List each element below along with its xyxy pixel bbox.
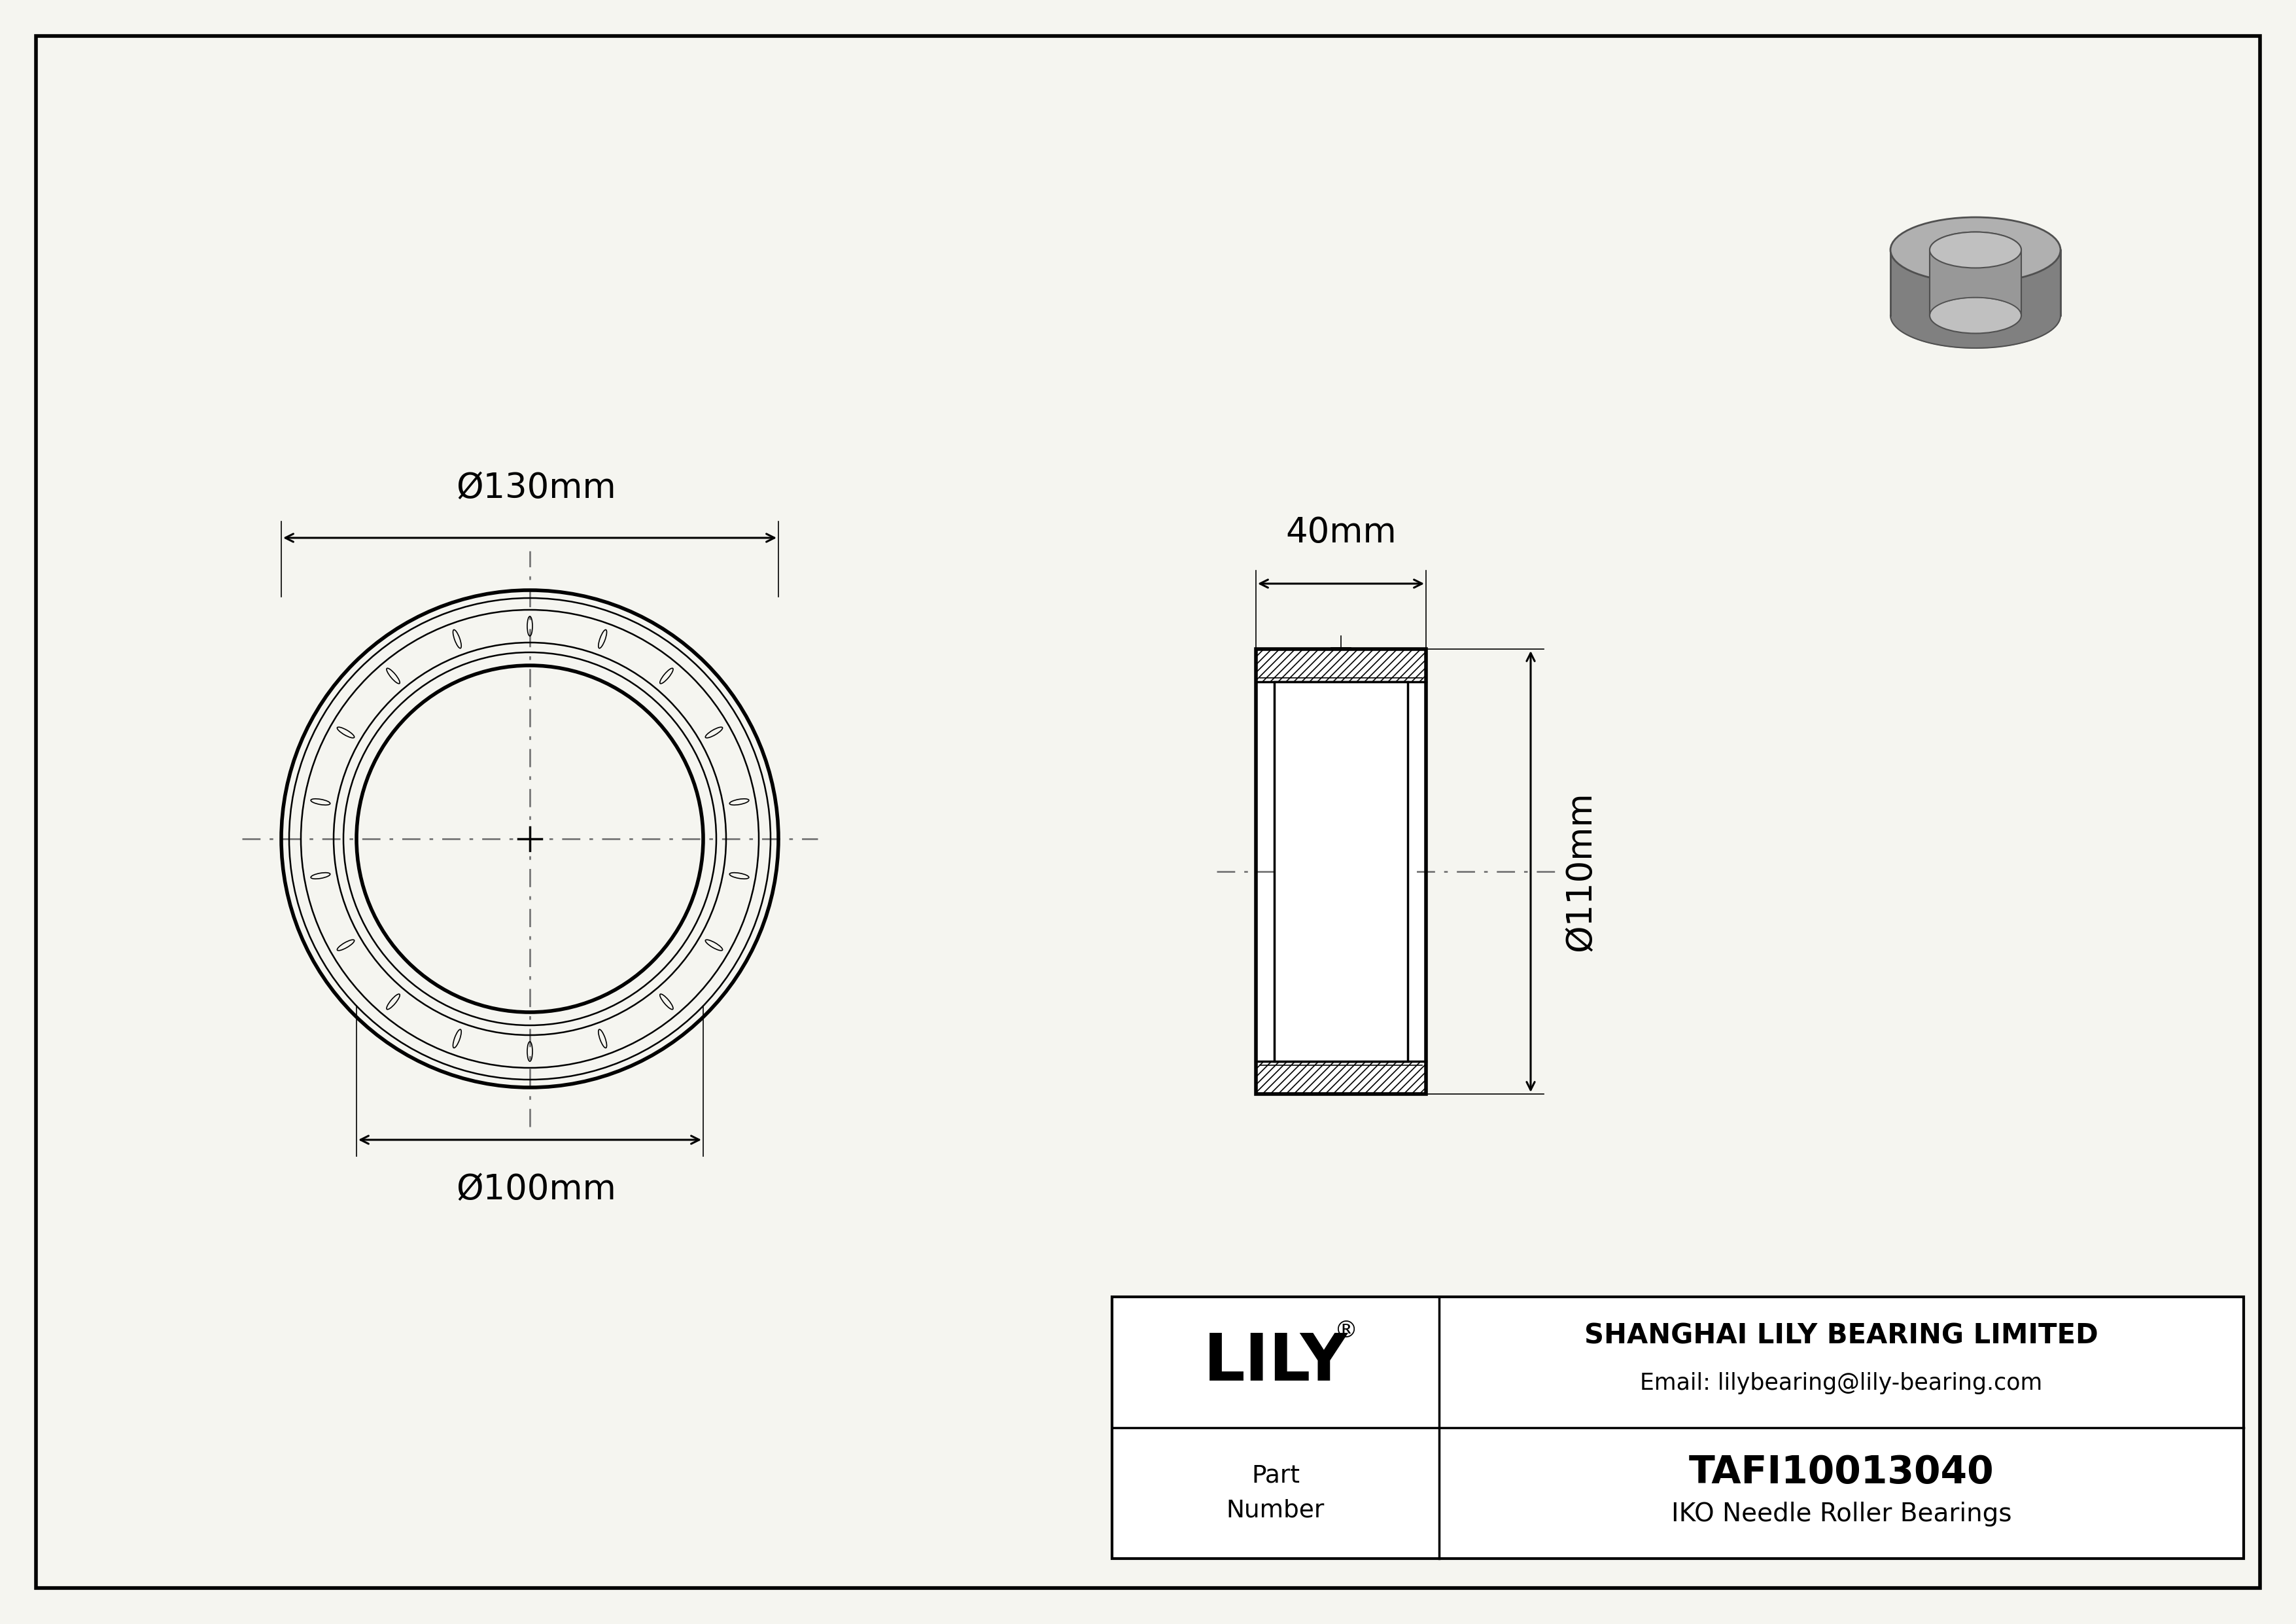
Text: Ø130mm: Ø130mm bbox=[457, 471, 615, 505]
Text: ®: ® bbox=[1334, 1320, 1357, 1341]
Bar bbox=[1274, 682, 1407, 1062]
Ellipse shape bbox=[1890, 218, 2060, 283]
Text: TAFI10013040: TAFI10013040 bbox=[1690, 1453, 1993, 1491]
Polygon shape bbox=[1890, 250, 2060, 348]
Bar bbox=[1256, 650, 1426, 1095]
Text: Ø110mm: Ø110mm bbox=[1564, 791, 1598, 952]
Bar bbox=[1111, 1298, 2243, 1559]
Text: Part
Number: Part Number bbox=[1226, 1465, 1325, 1522]
Text: LILY: LILY bbox=[1203, 1330, 1348, 1393]
Polygon shape bbox=[1929, 232, 2020, 315]
Text: Email: lilybearing@lily-bearing.com: Email: lilybearing@lily-bearing.com bbox=[1639, 1372, 2043, 1395]
Bar bbox=[1256, 650, 1426, 1095]
Ellipse shape bbox=[1929, 232, 2020, 268]
Text: Ø100mm: Ø100mm bbox=[457, 1173, 618, 1207]
Text: IKO Needle Roller Bearings: IKO Needle Roller Bearings bbox=[1671, 1502, 2011, 1527]
Text: SHANGHAI LILY BEARING LIMITED: SHANGHAI LILY BEARING LIMITED bbox=[1584, 1322, 2099, 1350]
Ellipse shape bbox=[1929, 297, 2020, 333]
Text: 40mm: 40mm bbox=[1286, 515, 1396, 549]
